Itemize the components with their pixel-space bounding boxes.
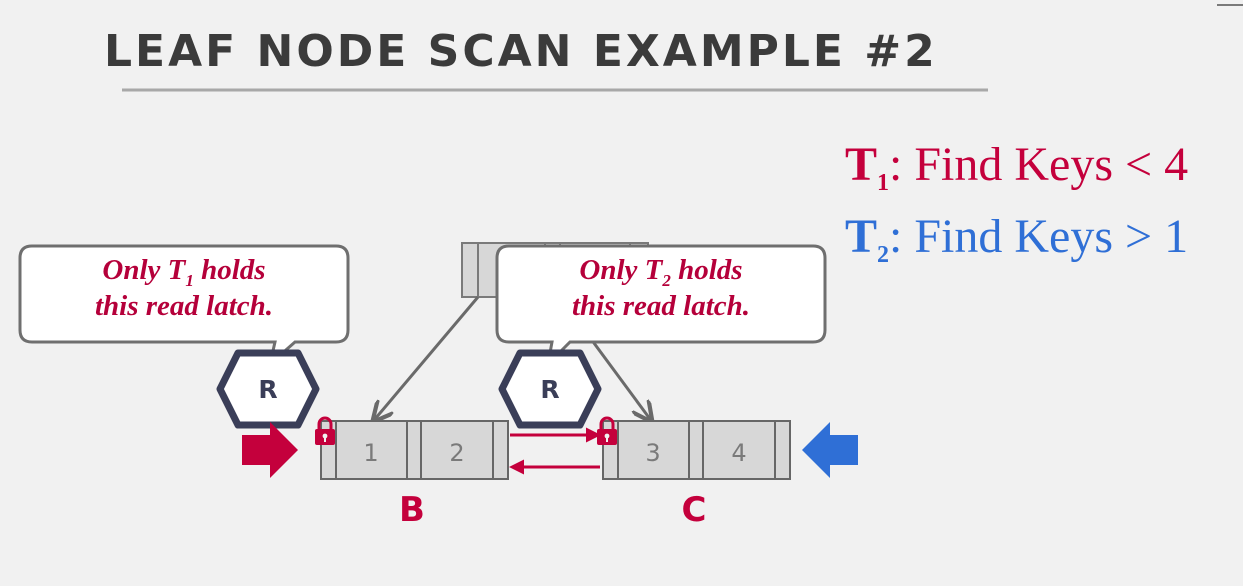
padlock-icon [597,416,617,445]
slide-title: LEAF NODE SCAN EXAMPLE #2 [104,26,938,77]
callout-t2-line2: this read latch. [572,290,750,322]
red-arrow-right-icon [242,422,298,478]
callout-t1: Only T1 holds this read latch. [18,244,350,369]
leaf-key: 3 [645,439,660,467]
latch-mode-label: R [258,375,277,404]
node-label-c: C [682,490,707,530]
pointer-root-to-b [375,296,480,419]
leaf-node-c: 3 4 [602,420,791,480]
legend-t2: T2: Find Keys > 1 [845,210,1188,268]
callout-t2: Only T2 holds this read latch. [495,244,827,369]
latch-mode-label: R [540,375,559,404]
leaf-key: 4 [731,439,746,467]
callout-t2-line1: Only T2 holds [579,254,742,290]
read-latch-b: R [216,349,320,429]
read-latch-c: R [498,349,602,429]
leaf-key: 1 [363,439,378,467]
legend-t1: T1: Find Keys < 4 [845,138,1188,196]
padlock-icon [315,416,335,445]
callout-t1-line1: Only T1 holds [102,254,265,290]
callout-t1-line2: this read latch. [95,290,273,322]
leaf-key: 2 [449,439,464,467]
node-label-b: B [399,490,425,530]
blue-arrow-left-icon [802,422,858,478]
leaf-node-b: 1 2 [320,420,509,480]
